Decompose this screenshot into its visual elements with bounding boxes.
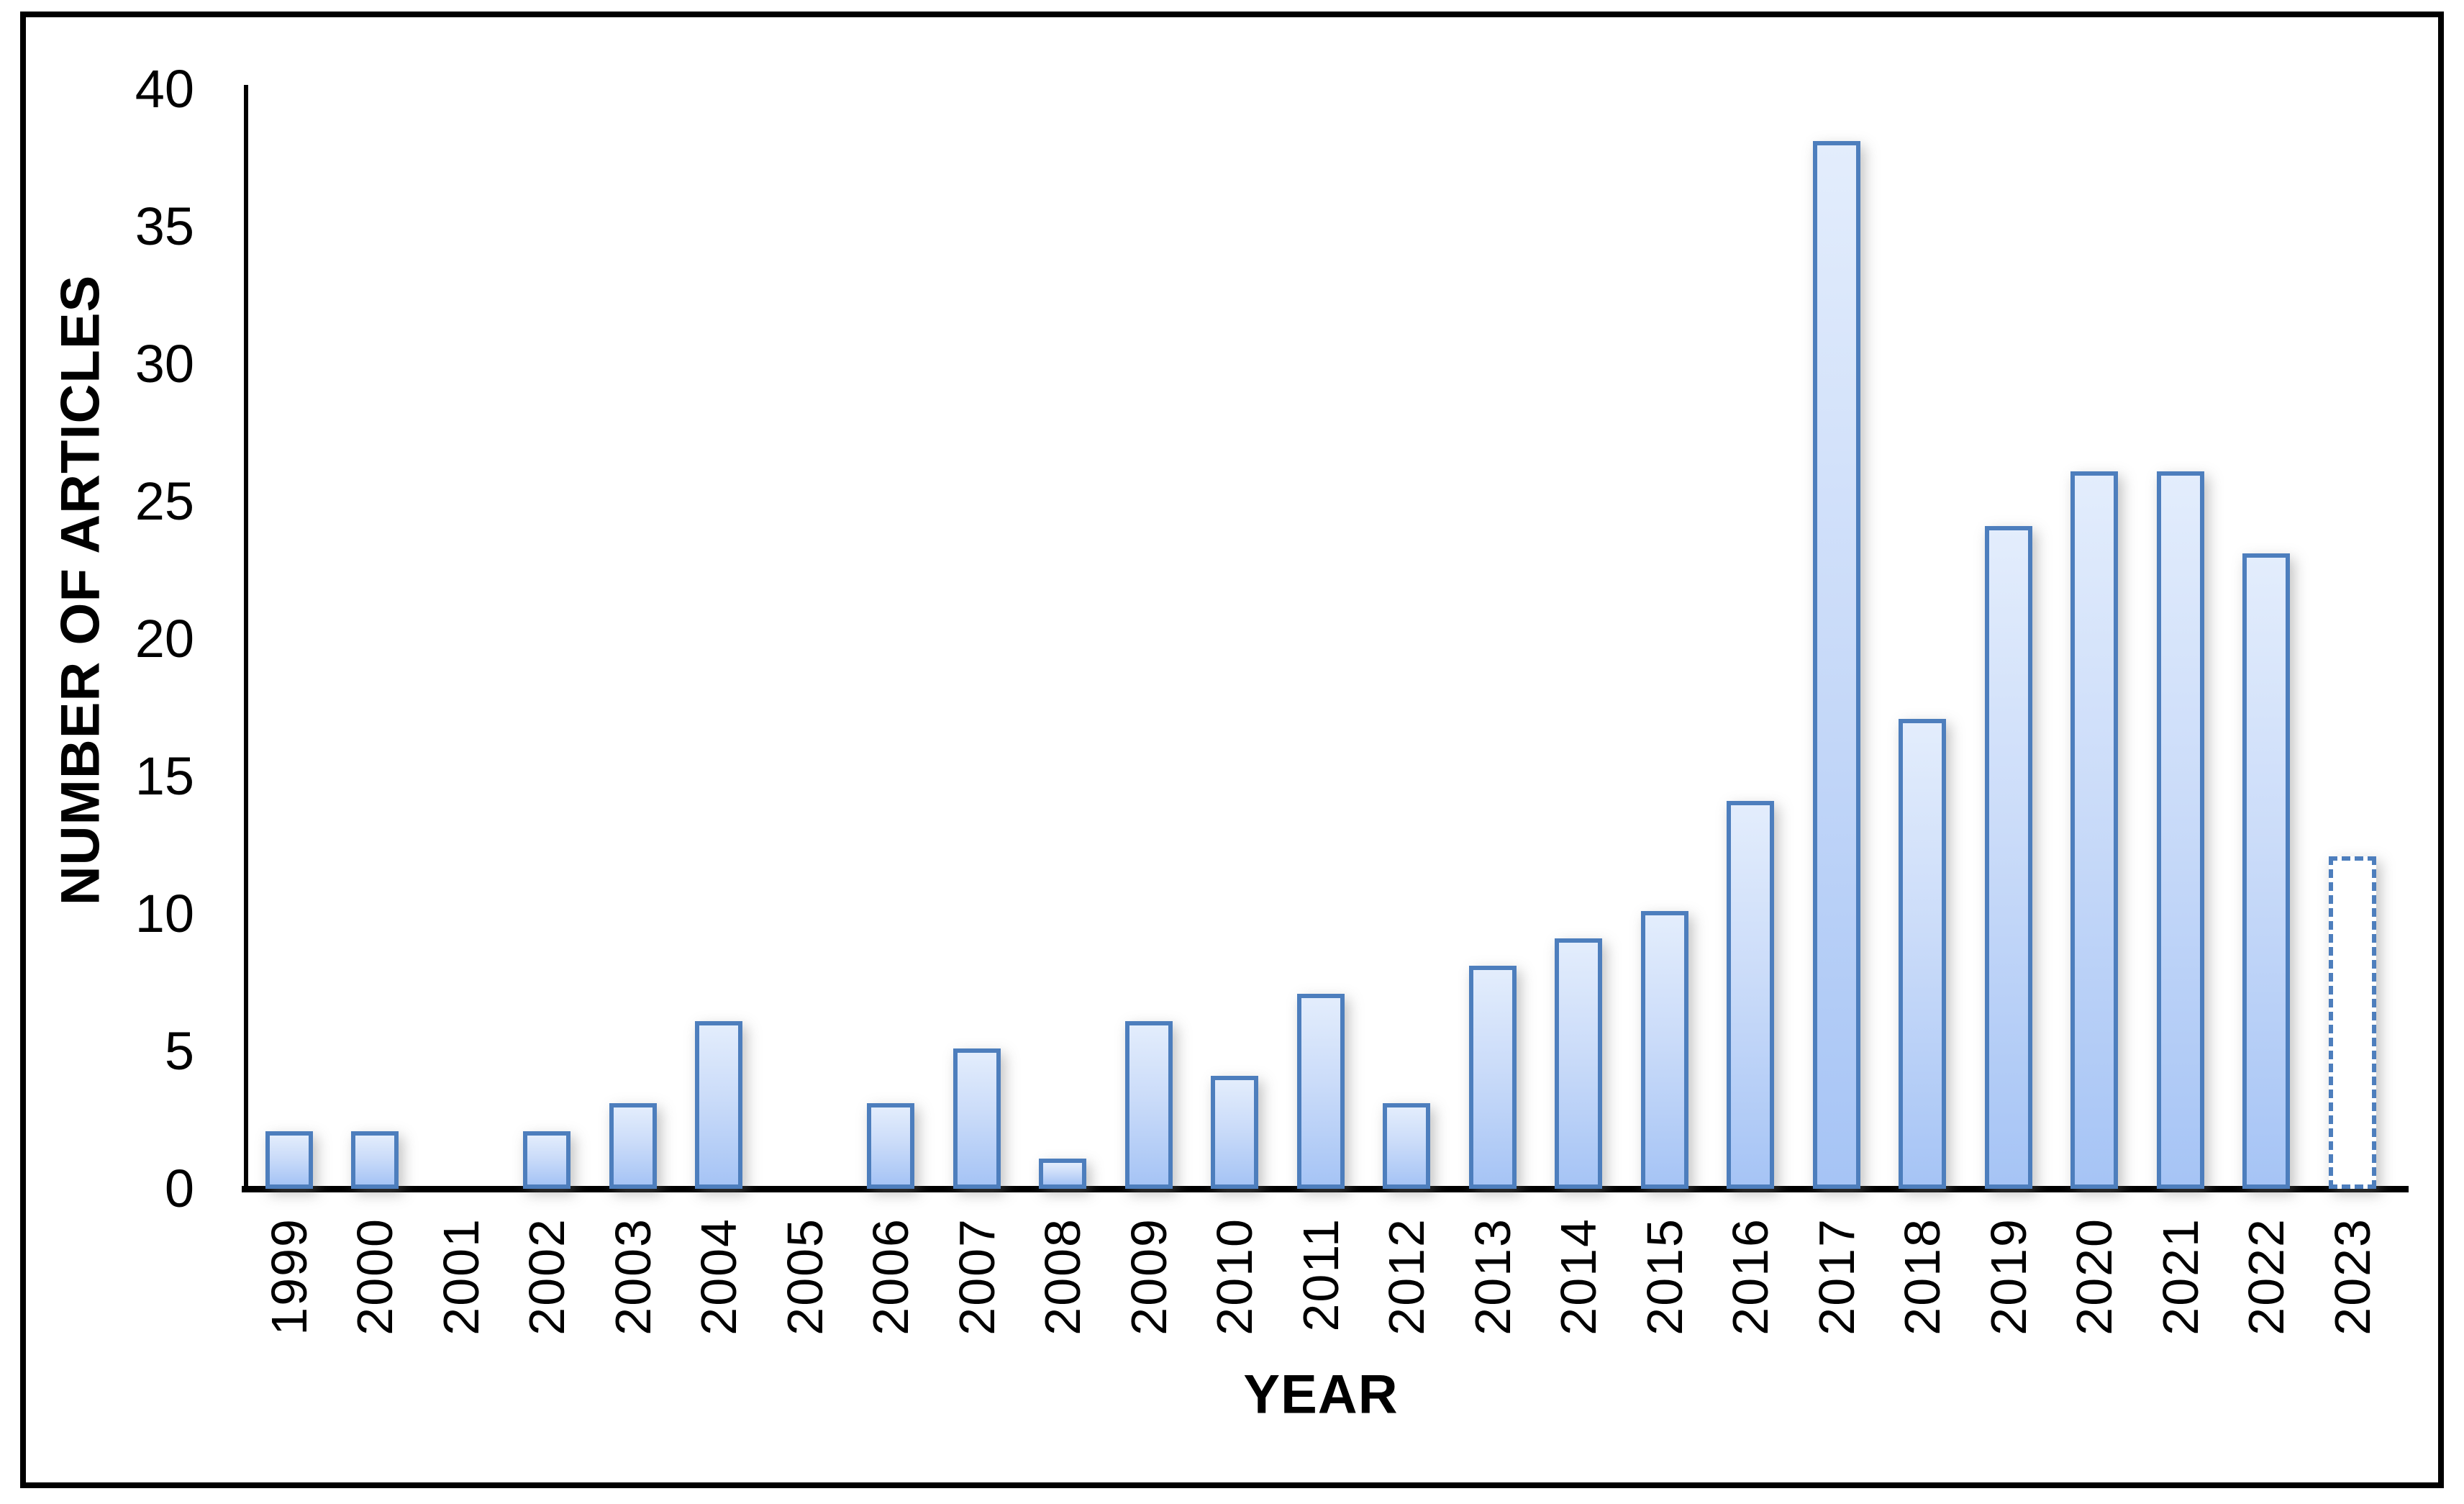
- bar-2022: [2242, 553, 2290, 1189]
- y-tick-label-40: 40: [135, 59, 194, 119]
- y-axis-line: [244, 85, 248, 1191]
- bar-2015: [1641, 911, 1688, 1189]
- x-tick-label-2018: 2018: [1894, 1218, 1950, 1336]
- bar-2000: [351, 1131, 399, 1189]
- x-tick-label-2011: 2011: [1293, 1218, 1349, 1332]
- bar-2003: [609, 1103, 657, 1189]
- x-tick-label-2017: 2017: [1809, 1218, 1865, 1336]
- figure-border: [20, 12, 2444, 1488]
- x-axis-line: [242, 1186, 2409, 1192]
- bar-2023: [2329, 856, 2376, 1189]
- plot-area: [246, 86, 2397, 1189]
- bar-2004: [695, 1021, 742, 1189]
- x-tick-label-2020: 2020: [2066, 1218, 2122, 1336]
- bar-2021: [2157, 471, 2204, 1189]
- y-tick-label-35: 35: [135, 196, 194, 256]
- y-tick-label-5: 5: [164, 1021, 194, 1081]
- bar-2009: [1125, 1021, 1173, 1189]
- bar-2018: [1899, 719, 1946, 1189]
- bar-2020: [2070, 471, 2118, 1189]
- bar-2008: [1039, 1159, 1086, 1189]
- y-tick-label-25: 25: [135, 471, 194, 531]
- bar-2002: [523, 1131, 570, 1189]
- y-tick-label-15: 15: [135, 746, 194, 806]
- x-tick-label-2006: 2006: [863, 1218, 919, 1336]
- x-tick-label-2003: 2003: [605, 1218, 661, 1336]
- x-tick-label-2000: 2000: [347, 1218, 403, 1336]
- x-tick-label-2015: 2015: [1637, 1218, 1693, 1336]
- x-tick-label-2008: 2008: [1035, 1218, 1091, 1336]
- bar-2014: [1555, 938, 1602, 1189]
- bar-2012: [1383, 1103, 1430, 1189]
- bar-2019: [1985, 526, 2032, 1189]
- bar-2007: [953, 1048, 1001, 1189]
- y-tick-label-20: 20: [135, 609, 194, 669]
- x-tick-label-2001: 2001: [433, 1218, 489, 1336]
- x-tick-label-2005: 2005: [777, 1218, 833, 1336]
- x-tick-label-2004: 2004: [691, 1218, 747, 1336]
- x-tick-label-1999: 1999: [261, 1218, 317, 1336]
- x-tick-label-2013: 2013: [1465, 1218, 1521, 1336]
- bar-2011: [1297, 994, 1345, 1189]
- bar-1999: [265, 1131, 313, 1189]
- bar-2016: [1727, 801, 1774, 1189]
- x-tick-label-2007: 2007: [949, 1218, 1005, 1336]
- y-tick-label-30: 30: [135, 334, 194, 394]
- x-axis-title: YEAR: [1243, 1364, 1399, 1426]
- x-tick-label-2023: 2023: [2324, 1218, 2381, 1336]
- x-tick-label-2019: 2019: [1981, 1218, 2037, 1336]
- bar-2006: [867, 1103, 914, 1189]
- y-tick-label-10: 10: [135, 884, 194, 943]
- x-tick-label-2012: 2012: [1378, 1218, 1435, 1336]
- bar-2010: [1211, 1076, 1258, 1189]
- x-tick-label-2016: 2016: [1722, 1218, 1778, 1336]
- x-tick-label-2002: 2002: [519, 1218, 575, 1336]
- x-tick-label-2009: 2009: [1121, 1218, 1177, 1336]
- x-tick-label-2014: 2014: [1550, 1218, 1606, 1336]
- x-tick-label-2010: 2010: [1206, 1218, 1263, 1336]
- x-tick-label-2021: 2021: [2152, 1218, 2209, 1336]
- bar-2017: [1813, 141, 1860, 1189]
- x-tick-label-2022: 2022: [2238, 1218, 2294, 1336]
- bar-2013: [1469, 966, 1517, 1189]
- y-tick-label-0: 0: [164, 1159, 194, 1218]
